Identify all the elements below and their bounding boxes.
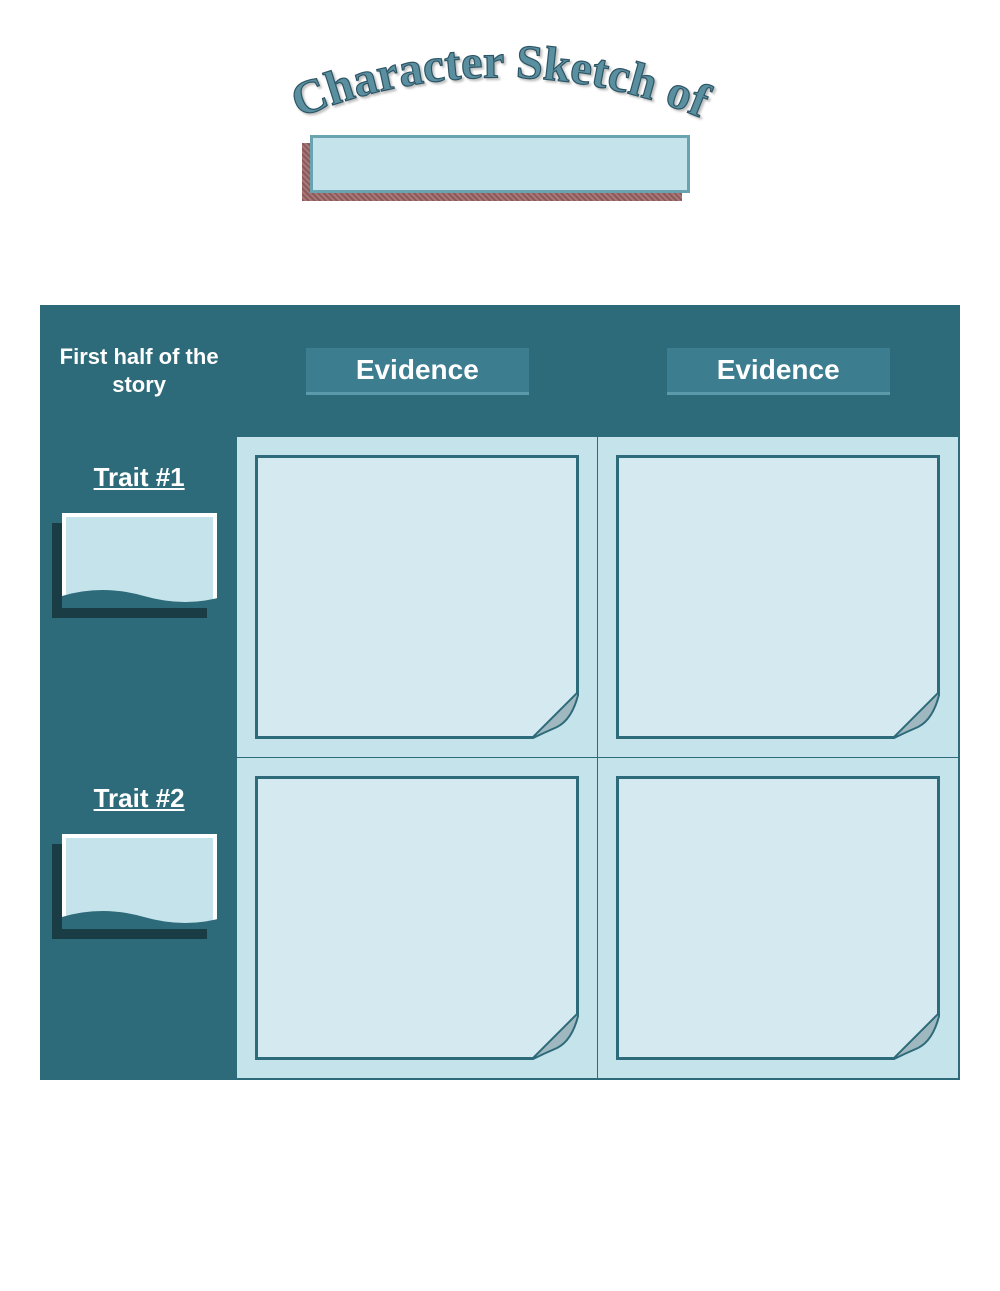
evidence-title-2: Evidence — [667, 348, 890, 395]
evidence-cell-1b[interactable] — [598, 436, 959, 757]
evidence-cell-1a[interactable] — [237, 436, 598, 757]
evidence-note-1a[interactable] — [255, 455, 579, 739]
evidence-note-1b[interactable] — [616, 455, 940, 739]
page-curl-icon — [531, 1012, 579, 1060]
worksheet-header-row: First half of the story Evidence Evidenc… — [41, 306, 959, 436]
corner-cell: First half of the story — [41, 306, 237, 436]
worksheet-table: First half of the story Evidence Evidenc… — [40, 305, 960, 1080]
trait-label-1: Trait #1 — [42, 462, 236, 493]
page-curl-icon — [531, 691, 579, 739]
evidence-note-2a[interactable] — [255, 776, 579, 1060]
page-curl-icon — [892, 691, 940, 739]
evidence-col-header-2: Evidence — [598, 306, 959, 436]
character-name-field[interactable] — [310, 135, 690, 193]
trait-row-2: Trait #2 — [41, 757, 959, 1079]
evidence-cell-2b[interactable] — [598, 757, 959, 1079]
trait-note-2[interactable] — [62, 834, 217, 929]
page-curl-icon — [892, 1012, 940, 1060]
title-text: Character Sketch of — [284, 35, 718, 128]
evidence-col-header-1: Evidence — [237, 306, 598, 436]
trait-cell-1: Trait #1 — [41, 436, 237, 757]
evidence-cell-2a[interactable] — [237, 757, 598, 1079]
name-box-input[interactable] — [310, 135, 690, 193]
evidence-title-1: Evidence — [306, 348, 529, 395]
evidence-note-2b[interactable] — [616, 776, 940, 1060]
trait-note-1[interactable] — [62, 513, 217, 608]
trait-label-2: Trait #2 — [42, 783, 236, 814]
trait-row-1: Trait #1 — [41, 436, 959, 757]
trait-cell-2: Trait #2 — [41, 757, 237, 1079]
corner-label: First half of the story — [42, 343, 236, 400]
svg-text:Character Sketch of: Character Sketch of — [284, 35, 718, 128]
